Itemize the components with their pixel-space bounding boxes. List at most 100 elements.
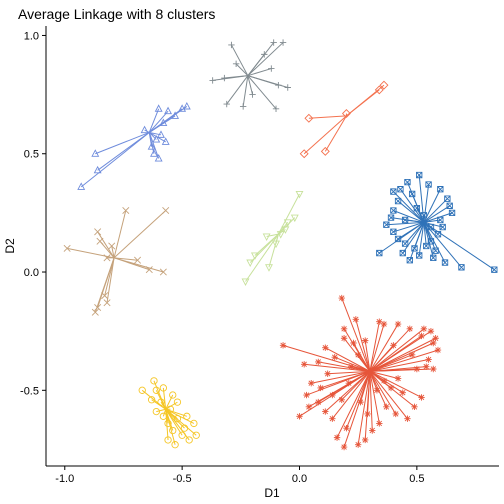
data-point [228, 41, 235, 49]
cluster-spoke [247, 75, 277, 110]
cluster-spoke [275, 234, 279, 244]
data-point [101, 292, 109, 300]
data-point [446, 202, 453, 209]
data-point [295, 190, 304, 199]
data-point [354, 351, 362, 359]
data-point [343, 424, 350, 432]
data-point [103, 254, 111, 262]
data-point [448, 209, 456, 217]
cluster-spoke [423, 205, 450, 223]
data-point [416, 171, 423, 179]
cluster-spoke [369, 335, 422, 372]
cluster-6 [63, 206, 170, 316]
cluster-spoke [351, 366, 371, 372]
cluster-spoke [304, 363, 370, 372]
cluster-spoke [113, 210, 167, 259]
data-point [413, 365, 421, 373]
data-point [223, 100, 230, 108]
data-point [192, 431, 200, 439]
data-point [354, 441, 362, 448]
cluster-spoke [423, 221, 495, 271]
data-point [491, 266, 498, 273]
data-point [434, 346, 442, 354]
data-point [147, 142, 156, 150]
data-point [437, 186, 444, 193]
data-point [272, 240, 280, 249]
data-point [408, 351, 416, 359]
data-point [399, 249, 406, 257]
cluster-spoke [311, 370, 371, 384]
data-point [411, 245, 418, 252]
data-point [406, 257, 413, 264]
data-point [322, 408, 329, 415]
cluster-spoke [226, 75, 249, 105]
cluster-spoke [331, 371, 371, 419]
cluster-spoke [369, 337, 436, 372]
data-point [94, 303, 102, 312]
data-point [341, 109, 351, 119]
cluster-spoke [148, 132, 160, 159]
cluster-spoke [369, 371, 397, 415]
cluster-spoke [367, 371, 371, 414]
cluster-spoke [67, 247, 115, 259]
cluster-7 [279, 294, 442, 451]
data-point [299, 149, 309, 159]
cluster-spoke [402, 222, 425, 254]
data-point [185, 436, 193, 444]
cluster-spoke [418, 222, 425, 256]
data-point [425, 181, 432, 188]
data-point [437, 216, 444, 224]
data-point [338, 396, 345, 403]
data-point [183, 412, 191, 420]
data-point [250, 252, 259, 260]
cluster-spoke [165, 408, 197, 436]
data-point [347, 363, 355, 370]
cluster-spoke [355, 319, 371, 372]
data-point [357, 398, 364, 406]
data-point [401, 216, 409, 224]
cluster-spoke [111, 245, 115, 258]
data-point [157, 398, 165, 406]
data-point [296, 413, 303, 420]
chart-plot-area [63, 39, 498, 451]
data-point [284, 84, 291, 91]
data-point [150, 149, 158, 157]
cluster-spoke [165, 409, 176, 445]
cluster-spoke [325, 347, 371, 372]
data-point [390, 188, 397, 195]
cluster-spoke [409, 222, 425, 261]
x-axis-label: D1 [264, 486, 280, 500]
cluster-spoke [303, 115, 347, 155]
data-point [404, 415, 411, 422]
cluster-spoke [393, 221, 425, 233]
cluster-spoke [369, 371, 378, 391]
cluster-spoke [364, 340, 371, 372]
data-point [379, 80, 389, 90]
cluster-spoke [334, 356, 371, 372]
data-point [380, 377, 388, 385]
cluster-spoke [369, 371, 380, 424]
data-point [91, 308, 99, 316]
data-point [390, 207, 397, 214]
data-point [145, 266, 153, 274]
data-point [300, 361, 308, 368]
data-point [232, 60, 240, 68]
cluster-spoke [369, 354, 413, 372]
data-point [387, 214, 395, 221]
cluster-spoke [247, 68, 272, 77]
data-point [63, 244, 71, 252]
data-point [376, 318, 383, 325]
data-point [108, 242, 116, 250]
data-point [322, 344, 329, 351]
cluster-spoke [156, 408, 166, 413]
cluster-spoke [341, 297, 371, 372]
data-point [418, 394, 425, 401]
data-point [209, 77, 216, 84]
cluster-spoke [242, 75, 249, 107]
data-point [394, 320, 402, 328]
data-point [362, 337, 369, 344]
cluster-spoke [80, 132, 150, 188]
data-point [261, 51, 268, 58]
cluster-spoke [165, 408, 187, 417]
data-point [430, 365, 437, 373]
